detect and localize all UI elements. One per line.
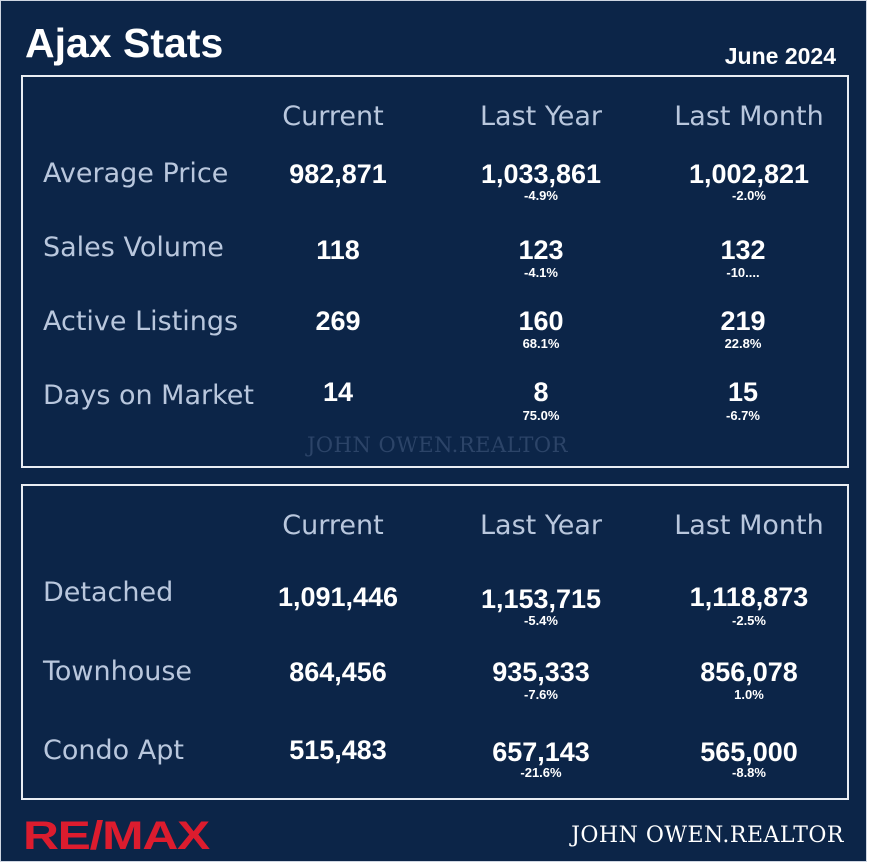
row-label-active-listings: Active Listings (43, 306, 239, 337)
condo-apt-last-month-change: -8.8% (732, 765, 766, 780)
townhouse-last-month-change: 1.0% (734, 687, 764, 702)
remax-logo: RE/MAX (23, 814, 211, 855)
townhouse-last-year-change: -7.6% (524, 687, 558, 702)
active-listings-last-month-change: 22.8% (724, 336, 762, 351)
detached-last-year: 1,153,715 (480, 584, 602, 614)
townhouse-last-month: 856,078 (700, 657, 798, 687)
row-label-sales-volume: Sales Volume (43, 232, 224, 263)
property-type-panel: Current Last Year Last Month Detached 1,… (21, 484, 849, 800)
watermark-text: JOHN OWEN.REALTOR (307, 433, 568, 457)
condo-apt-last-month: 565,000 (700, 737, 798, 767)
detached-last-year-change: -5.4% (524, 613, 558, 628)
days-on-market-last-year: 8 (533, 377, 549, 407)
average-price-last-month-change: -2.0% (732, 188, 766, 203)
row-label-days-on-market: Days on Market (43, 380, 254, 411)
detached-last-month: 1,118,873 (689, 582, 809, 612)
average-price-last-month: 1,002,821 (688, 159, 810, 189)
active-listings-last-year: 160 (518, 306, 564, 336)
active-listings-last-year-change: 68.1% (522, 336, 560, 351)
brand-name: JOHN OWEN.REALTOR (571, 823, 844, 848)
column-header-last-year: Last Year (480, 101, 602, 132)
row-label-detached: Detached (43, 577, 174, 608)
report-date: June 2024 (724, 43, 836, 69)
condo-apt-last-year-change: -21.6% (520, 765, 562, 780)
active-listings-last-month: 219 (720, 306, 766, 336)
townhouse-last-year: 935,333 (492, 657, 590, 687)
market-summary-panel: Current Last Year Last Month Average Pri… (21, 75, 849, 468)
svg-text:RE/MAX: RE/MAX (23, 814, 211, 855)
detached-current: 1,091,446 (277, 582, 399, 612)
detached-last-month-change: -2.5% (732, 613, 766, 628)
column-header-last-month: Last Month (674, 510, 824, 541)
row-label-average-price: Average Price (43, 158, 229, 189)
sales-volume-last-month-change: -10.... (726, 265, 760, 280)
days-on-market-last-year-change: 75.0% (522, 408, 560, 423)
average-price-last-year-change: -4.9% (524, 188, 558, 203)
column-header-current: Current (282, 510, 384, 541)
sales-volume-last-year-change: -4.1% (524, 265, 558, 280)
page-title: Ajax Stats (25, 20, 224, 66)
average-price-current: 982,871 (289, 159, 387, 189)
column-header-last-month: Last Month (674, 101, 824, 132)
days-on-market-current: 14 (322, 377, 354, 407)
row-label-condo-apt: Condo Apt (43, 735, 184, 766)
days-on-market-last-month-change: -6.7% (726, 408, 760, 423)
row-label-townhouse: Townhouse (43, 656, 193, 687)
column-header-last-year: Last Year (480, 510, 602, 541)
column-header-current: Current (282, 101, 384, 132)
sales-volume-current: 118 (316, 235, 360, 265)
sales-volume-last-year: 123 (518, 235, 564, 265)
sales-volume-last-month: 132 (720, 235, 766, 265)
active-listings-current: 269 (315, 306, 361, 336)
days-on-market-last-month: 15 (727, 377, 759, 407)
townhouse-current: 864,456 (289, 657, 387, 687)
condo-apt-last-year: 657,143 (492, 737, 590, 767)
average-price-last-year: 1,033,861 (480, 159, 602, 189)
condo-apt-current: 515,483 (289, 735, 387, 765)
